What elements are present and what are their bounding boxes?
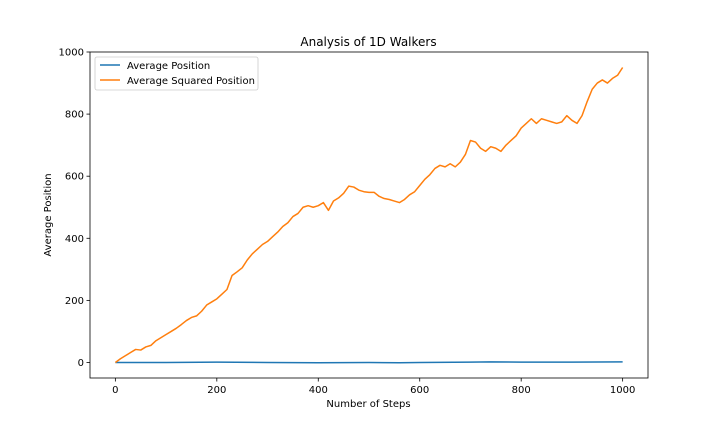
legend-label-average-squared-position: Average Squared Position (127, 76, 255, 87)
x-tick-label: 1000 (610, 385, 635, 396)
y-tick-label: 400 (65, 234, 84, 245)
x-axis-label: Number of Steps (326, 399, 410, 410)
legend-box (94, 56, 259, 91)
y-tick-label: 0 (78, 358, 84, 369)
series-line-average-squared-position (114, 67, 624, 364)
legend: Average Position Average Squared Positio… (94, 56, 259, 91)
series-line-average-position (115, 361, 623, 364)
y-tick-label: 800 (65, 110, 84, 121)
axes-frame (89, 51, 649, 379)
y-tick-label: 600 (65, 172, 84, 183)
y-tick-label: 200 (65, 296, 84, 307)
y-axis-ticks: 0 200 400 600 800 1000 (59, 48, 90, 369)
x-axis-ticks: 0 200 400 600 800 1000 (112, 378, 635, 396)
chart-title: Analysis of 1D Walkers (300, 35, 436, 49)
x-tick-label: 400 (309, 385, 328, 396)
legend-label-average-position: Average Position (127, 61, 210, 72)
x-tick-label: 800 (512, 385, 531, 396)
x-tick-label: 600 (410, 385, 429, 396)
y-axis-label: Average Position (43, 173, 54, 256)
series-layer (114, 67, 624, 364)
plot-area: 0 200 400 600 800 1000 0 200 400 600 800 1000 (59, 48, 649, 396)
x-tick-label: 0 (112, 385, 118, 396)
y-tick-label: 1000 (59, 48, 84, 59)
x-tick-label: 200 (207, 385, 226, 396)
